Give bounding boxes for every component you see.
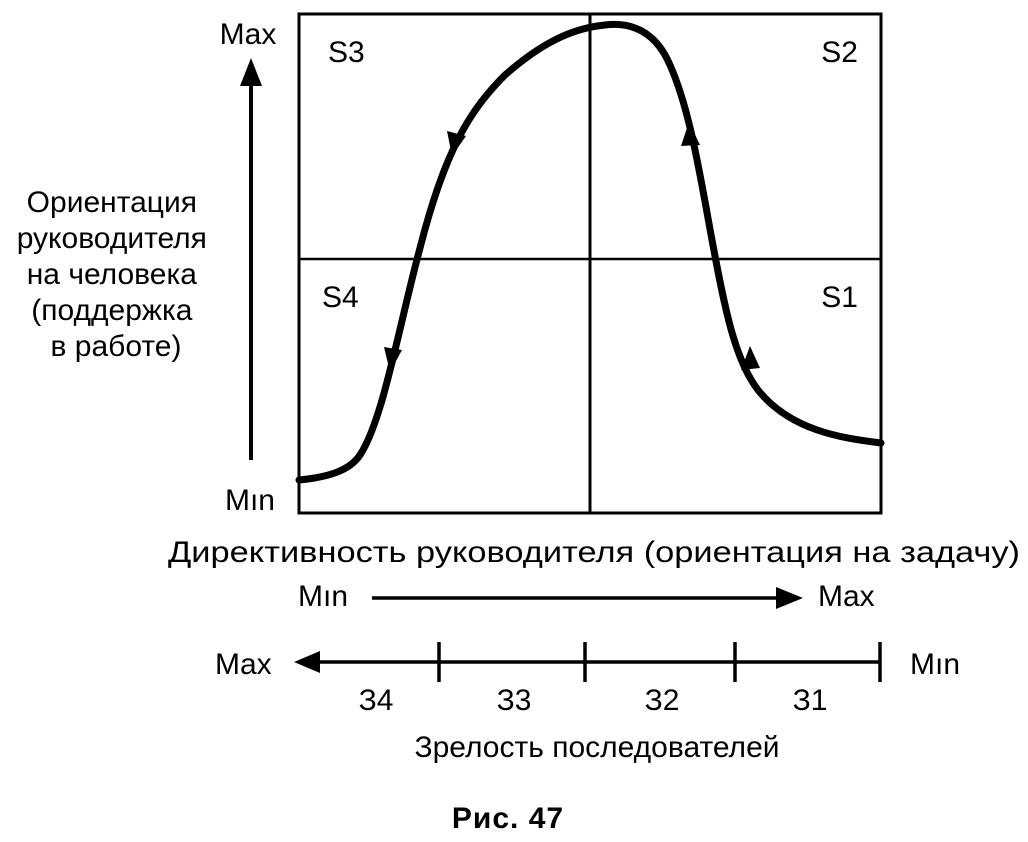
y-axis-title-line: на человека <box>27 258 198 291</box>
maturity-level-label: З1 <box>793 684 828 717</box>
x-axis-min-label: Mın <box>298 580 348 613</box>
maturity-scale-right-label: Mın <box>910 648 960 681</box>
maturity-scale-arrowhead <box>294 651 320 673</box>
y-axis-title-line: (поддержка <box>31 294 192 327</box>
quadrant-label-s1: S1 <box>821 281 858 314</box>
curve-arrowhead-s4-down <box>384 347 402 372</box>
quadrant-label-s2: S2 <box>821 36 858 69</box>
x-axis-max-label: Max <box>818 580 875 613</box>
maturity-level-label: З3 <box>497 684 532 717</box>
y-axis-max-label: Max <box>220 18 277 51</box>
curve-arrowhead-s1-up <box>741 346 760 370</box>
y-axis-min-label: Mın <box>225 484 275 517</box>
quadrant-label-s4: S4 <box>322 281 359 314</box>
x-axis-title: Директивность руководителя (ориентация н… <box>168 536 1020 569</box>
leadership-curve <box>295 20 885 484</box>
y-axis-title-line: руководителя <box>17 222 207 255</box>
maturity-scale-title: Зрелость последователей <box>414 731 779 764</box>
figure-caption: Рис. 47 <box>452 802 564 835</box>
curve-arrowhead-s2-up <box>681 122 700 146</box>
quadrant-label-s3: S3 <box>328 36 365 69</box>
y-axis-arrowhead <box>240 58 262 86</box>
x-axis-direction-arrowhead <box>776 587 803 609</box>
y-axis-title: Ориентация руководителя на человека (под… <box>17 186 216 363</box>
y-axis-title-line: в работе) <box>51 330 182 363</box>
maturity-scale-left-label: Max <box>215 648 272 681</box>
maturity-level-label: З2 <box>645 684 680 717</box>
y-axis-title-line: Ориентация <box>27 186 197 219</box>
curve-arrowhead-s3-down <box>447 131 466 156</box>
maturity-level-label: З4 <box>359 684 394 717</box>
